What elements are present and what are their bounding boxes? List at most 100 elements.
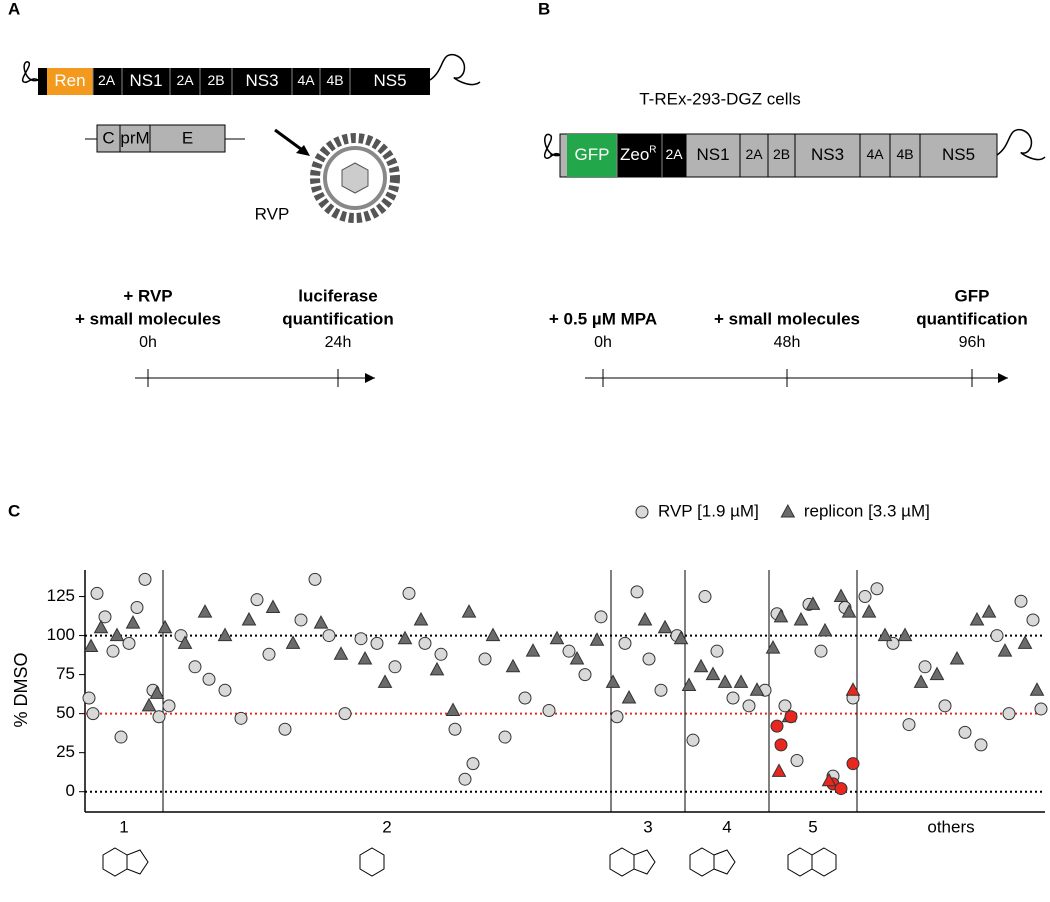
point	[278, 722, 292, 736]
point	[202, 672, 216, 686]
genome-segment	[232, 68, 292, 95]
segment-label: NS1	[696, 145, 729, 164]
point	[726, 691, 740, 705]
legend-label: replicon [3.3 µM]	[804, 501, 930, 520]
point	[981, 604, 997, 618]
genome-segment	[350, 68, 430, 95]
point	[397, 630, 413, 645]
point	[814, 644, 828, 658]
step-label: quantification	[916, 309, 1027, 328]
group-label: 2	[382, 817, 391, 836]
point	[262, 647, 276, 661]
step-label: quantification	[282, 309, 393, 328]
point	[562, 644, 576, 658]
point	[466, 757, 480, 771]
segment-label: NS3	[245, 71, 278, 90]
structural-segment	[119, 124, 151, 153]
point	[458, 772, 472, 786]
segment-label: NS5	[373, 71, 406, 90]
point	[594, 610, 608, 624]
genome-segment	[170, 68, 200, 95]
point	[642, 652, 656, 666]
segment-label: GFP	[575, 145, 610, 164]
segment-label: 2A	[745, 146, 763, 162]
point	[429, 661, 445, 676]
genome-segment	[767, 133, 796, 178]
segment-label: E	[182, 128, 193, 147]
y-tick-label: 75	[56, 664, 75, 683]
timeline-arrow	[998, 373, 1008, 383]
step-label: + RVP	[123, 286, 172, 305]
point	[370, 636, 384, 650]
step-label: + small molecules	[714, 309, 860, 328]
point	[918, 660, 932, 674]
point	[949, 650, 965, 665]
point	[990, 629, 1004, 643]
genome-segment	[794, 133, 861, 178]
group-label: 5	[808, 817, 817, 836]
point	[250, 593, 264, 607]
point	[821, 772, 837, 787]
group-label: others	[927, 817, 974, 836]
panel-label: C	[8, 501, 20, 520]
group-label: 1	[119, 817, 128, 836]
point	[1029, 682, 1045, 696]
segment-label: 2B	[207, 72, 224, 88]
segment-label: prM	[120, 128, 149, 147]
particle-label: RVP	[255, 204, 290, 223]
point	[152, 710, 166, 724]
point	[434, 647, 448, 661]
point	[542, 704, 556, 718]
point	[958, 725, 972, 739]
segment-label: NS1	[129, 71, 162, 90]
point	[418, 636, 432, 650]
genome-segment	[320, 68, 350, 95]
point	[805, 596, 821, 610]
point	[114, 730, 128, 744]
point	[357, 650, 373, 665]
point	[861, 604, 877, 618]
point	[149, 685, 165, 699]
step-label: + 0.5 µM MPA	[549, 309, 657, 328]
genome-segment	[617, 134, 662, 177]
point	[1017, 635, 1033, 649]
point	[621, 689, 637, 704]
point	[525, 643, 541, 657]
point	[218, 683, 232, 697]
point	[778, 699, 792, 713]
point	[817, 622, 833, 637]
point	[913, 674, 929, 688]
y-tick-label: 0	[66, 781, 75, 800]
y-tick-label: 50	[56, 703, 75, 722]
point	[705, 666, 721, 681]
point	[461, 604, 477, 618]
point	[673, 630, 689, 645]
point	[784, 710, 798, 724]
point	[790, 753, 804, 767]
arrowhead	[296, 145, 310, 156]
point	[377, 674, 393, 688]
point	[618, 636, 632, 650]
legend-marker	[780, 503, 796, 518]
point	[686, 733, 700, 747]
genome-segment	[567, 134, 617, 177]
point	[1026, 613, 1040, 627]
point	[770, 719, 784, 733]
point	[354, 632, 368, 646]
point	[610, 710, 624, 724]
point	[313, 615, 329, 629]
point	[285, 635, 301, 649]
point	[333, 646, 349, 660]
point	[125, 615, 141, 629]
point	[157, 619, 173, 634]
point	[774, 738, 788, 752]
point	[569, 650, 585, 665]
segment-label: 4B	[326, 72, 343, 88]
point	[974, 738, 988, 752]
step-label: luciferase	[298, 286, 377, 305]
genome-segment	[662, 134, 686, 177]
y-tick-label: 25	[56, 742, 75, 761]
point	[498, 730, 512, 744]
segment-label: 2A	[665, 146, 683, 162]
